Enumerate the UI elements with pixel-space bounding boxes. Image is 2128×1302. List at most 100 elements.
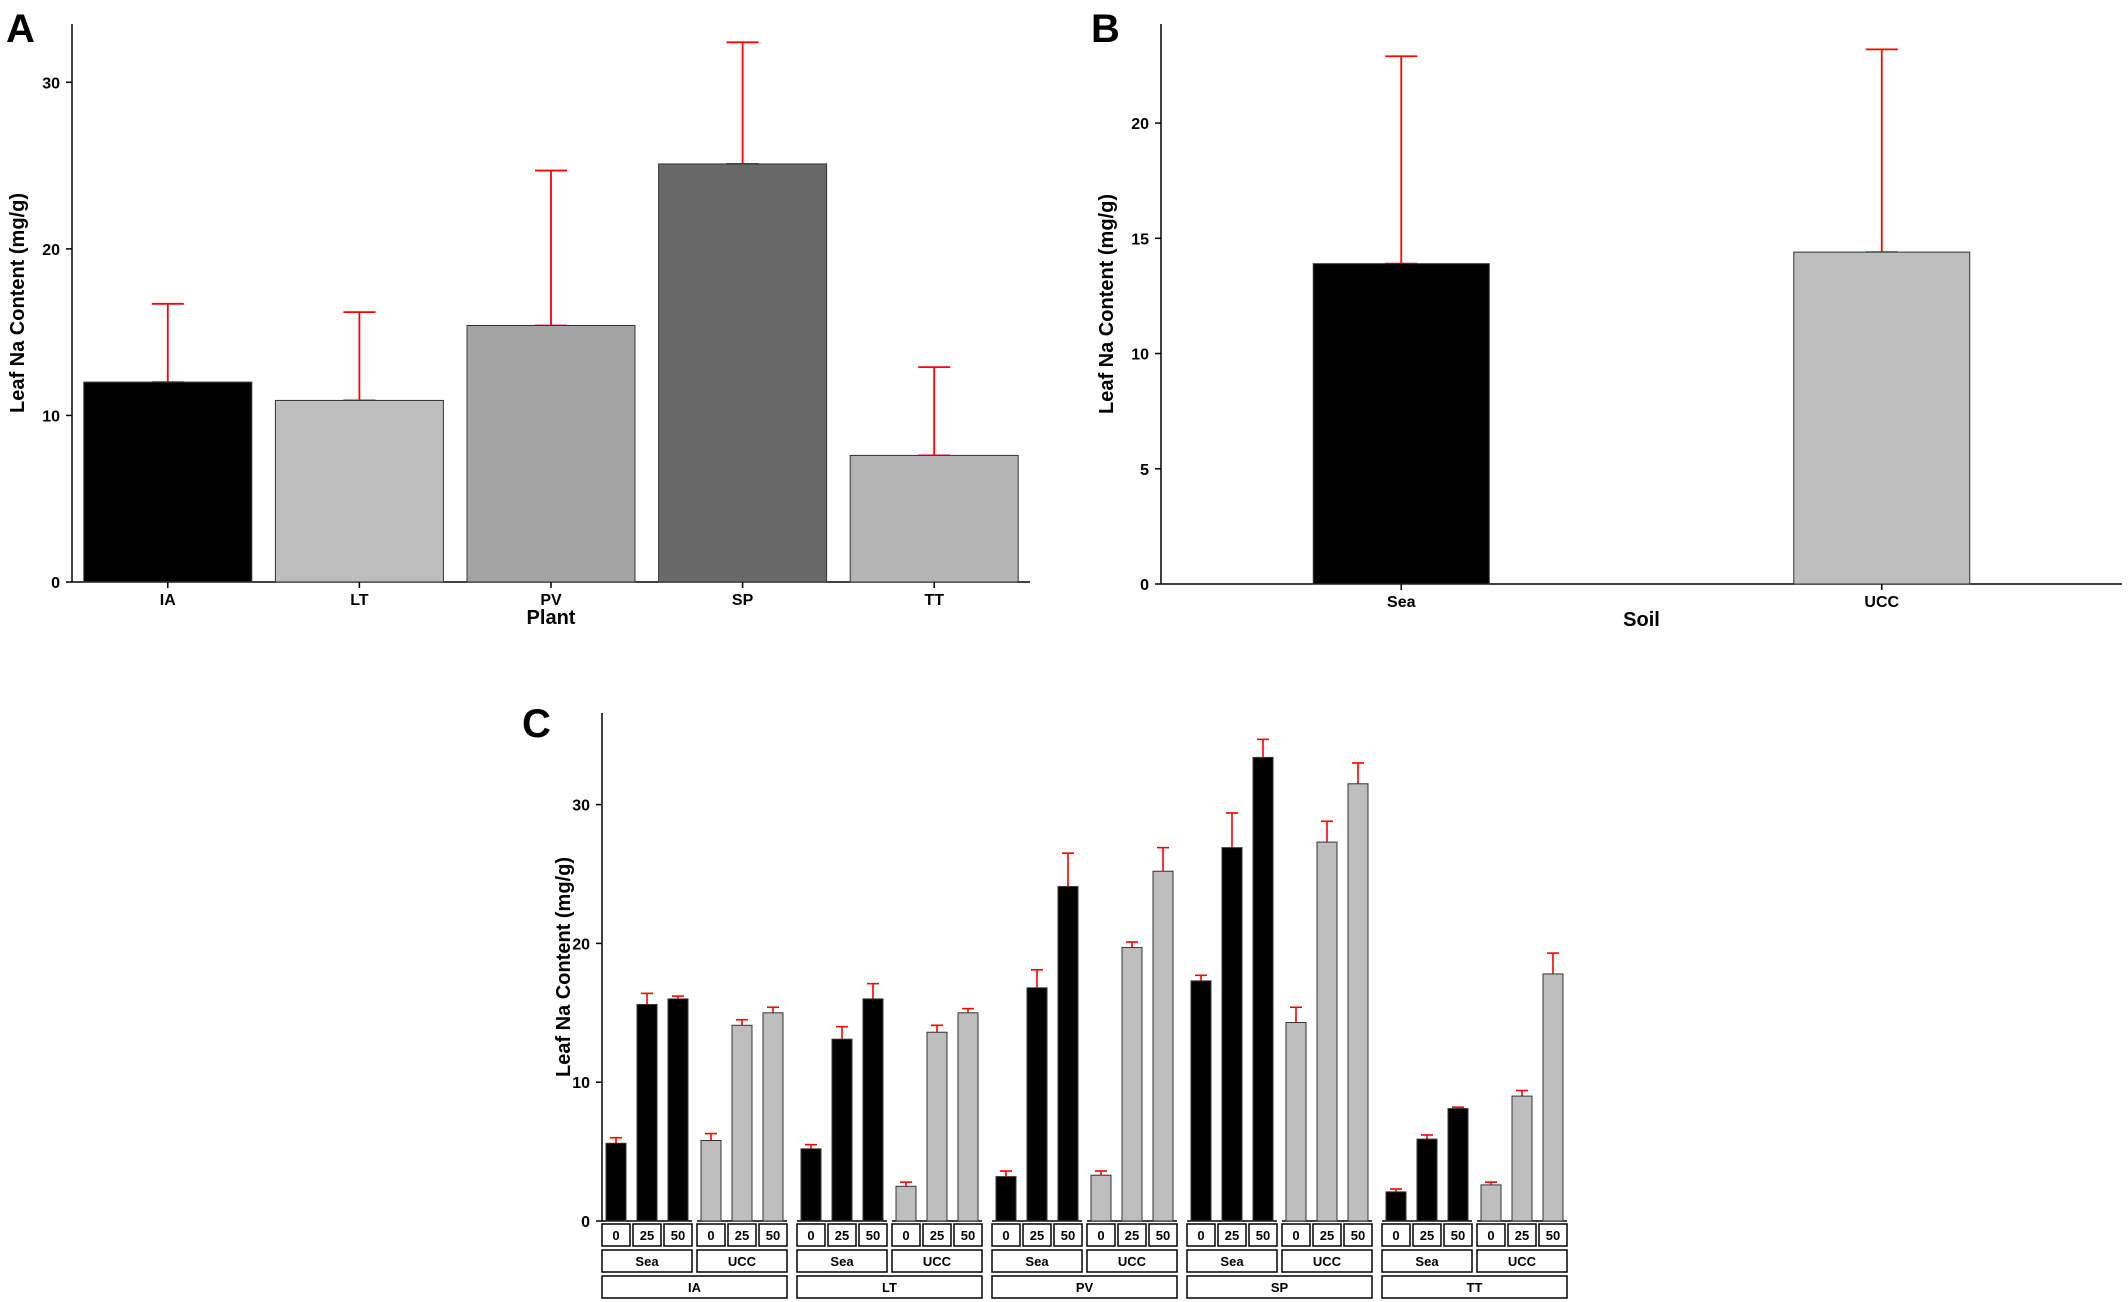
- level-strip: [632, 1223, 662, 1247]
- level-strip-label: 50: [766, 1228, 780, 1243]
- level-strip: [1281, 1223, 1311, 1247]
- bar-sp-ucc-0: [1285, 1022, 1307, 1222]
- level-strip: [696, 1223, 726, 1247]
- level-strip-label: 25: [1225, 1228, 1239, 1243]
- level-strip-label: 25: [1420, 1228, 1434, 1243]
- bar-lt-sea-0: [800, 1148, 822, 1222]
- bar-sp-ucc-25: [1316, 841, 1338, 1222]
- bar-tt-ucc-50: [1542, 973, 1564, 1222]
- level-strip: [1217, 1223, 1247, 1247]
- level-strip-label: 50: [1156, 1228, 1170, 1243]
- y-tick-label: 15: [1131, 231, 1149, 248]
- level-strip-label: 0: [1292, 1228, 1299, 1243]
- bar-tt-ucc-0: [1480, 1184, 1502, 1222]
- level-strip: [1476, 1223, 1506, 1247]
- level-strip-label: 50: [1451, 1228, 1465, 1243]
- soil-strip: [891, 1249, 983, 1273]
- panel-letter: B: [1091, 7, 1120, 51]
- level-strip: [1412, 1223, 1442, 1247]
- x-tick-label: IA: [160, 592, 176, 609]
- soil-strip-label: UCC: [1508, 1254, 1537, 1269]
- bar-pv-sea-50: [1057, 885, 1079, 1222]
- level-strip-label: 25: [640, 1228, 654, 1243]
- soil-strip-label: Sea: [1025, 1254, 1049, 1269]
- level-strip: [827, 1223, 857, 1247]
- soil-strip: [696, 1249, 788, 1273]
- y-tick-label: 5: [1140, 462, 1149, 479]
- y-tick-label: 20: [42, 242, 60, 259]
- bar-tt-sea-0: [1385, 1191, 1407, 1222]
- bar-ia-sea-0: [605, 1142, 627, 1222]
- level-strip: [1186, 1223, 1216, 1247]
- y-tick-label: 20: [1131, 116, 1149, 133]
- plant-strip-label: IA: [688, 1280, 702, 1295]
- level-strip-label: 25: [1125, 1228, 1139, 1243]
- bar-pv-ucc-50: [1152, 870, 1174, 1222]
- soil-strip: [1381, 1249, 1473, 1273]
- y-axis-label: Leaf Na Content (mg/g): [7, 193, 29, 413]
- x-axis-label: Plant: [527, 607, 576, 629]
- y-tick-label: 10: [572, 1075, 590, 1092]
- x-tick-label: UCC: [1864, 594, 1899, 611]
- level-strip-label: 25: [735, 1228, 749, 1243]
- soil-strip-label: Sea: [1220, 1254, 1244, 1269]
- level-strip-label: 50: [961, 1228, 975, 1243]
- level-strip-label: 0: [1002, 1228, 1009, 1243]
- y-tick-label: 20: [572, 936, 590, 953]
- level-strip: [1507, 1223, 1537, 1247]
- bar-ia: [83, 381, 253, 583]
- level-strip-label: 25: [1320, 1228, 1334, 1243]
- level-strip: [1148, 1223, 1178, 1247]
- y-axis-label: Leaf Na Content (mg/g): [553, 857, 575, 1077]
- plant-strip-label: PV: [1076, 1280, 1094, 1295]
- level-strip: [663, 1223, 693, 1247]
- x-tick-label: Sea: [1387, 594, 1416, 611]
- panel-c: C 0 10 20 30 Leaf Na Content (mg/g) 0 25 50 Sea 0 2…: [522, 702, 1568, 1299]
- soil-strip: [1476, 1249, 1568, 1273]
- level-strip-label: 0: [1392, 1228, 1399, 1243]
- soil-strip-label: Sea: [830, 1254, 854, 1269]
- level-strip: [1538, 1223, 1568, 1247]
- y-tick-label: 30: [42, 75, 60, 92]
- level-strip: [858, 1223, 888, 1247]
- level-strip: [796, 1223, 826, 1247]
- soil-strip: [1086, 1249, 1178, 1273]
- plant-strip: [601, 1275, 788, 1299]
- level-strip-label: 0: [612, 1228, 619, 1243]
- plant-strip: [1186, 1275, 1373, 1299]
- soil-strip: [601, 1249, 693, 1273]
- soil-strip-label: UCC: [1118, 1254, 1147, 1269]
- y-tick-label: 30: [572, 798, 590, 815]
- level-strip: [1248, 1223, 1278, 1247]
- x-tick-label: TT: [924, 592, 944, 609]
- soil-strip: [796, 1249, 888, 1273]
- soil-strip-label: Sea: [635, 1254, 659, 1269]
- soil-strip-label: UCC: [923, 1254, 952, 1269]
- level-strip-label: 25: [835, 1228, 849, 1243]
- bar-sea: [1312, 263, 1490, 585]
- level-strip: [1443, 1223, 1473, 1247]
- bar-sp-sea-50: [1252, 756, 1274, 1222]
- level-strip: [758, 1223, 788, 1247]
- y-tick-label: 10: [1131, 347, 1149, 364]
- bar-sp: [658, 163, 828, 583]
- bar-lt: [274, 399, 444, 583]
- bar-lt-sea-25: [831, 1038, 853, 1222]
- bar-sp-sea-25: [1221, 847, 1243, 1222]
- x-axis-label: Soil: [1623, 609, 1660, 631]
- x-tick-label: LT: [350, 592, 369, 609]
- y-tick-label: 0: [51, 575, 60, 592]
- level-strip: [1053, 1223, 1083, 1247]
- x-tick-label: PV: [540, 592, 562, 609]
- level-strip: [1343, 1223, 1373, 1247]
- bar-lt-ucc-25: [926, 1031, 948, 1222]
- bar-pv-sea-25: [1026, 987, 1048, 1222]
- soil-strip-label: UCC: [728, 1254, 757, 1269]
- bar-tt-sea-50: [1447, 1108, 1469, 1222]
- level-strip-label: 0: [1097, 1228, 1104, 1243]
- bar-lt-ucc-0: [895, 1185, 917, 1222]
- level-strip: [891, 1223, 921, 1247]
- bar-pv-sea-0: [995, 1176, 1017, 1222]
- bar-ia-ucc-25: [731, 1024, 753, 1222]
